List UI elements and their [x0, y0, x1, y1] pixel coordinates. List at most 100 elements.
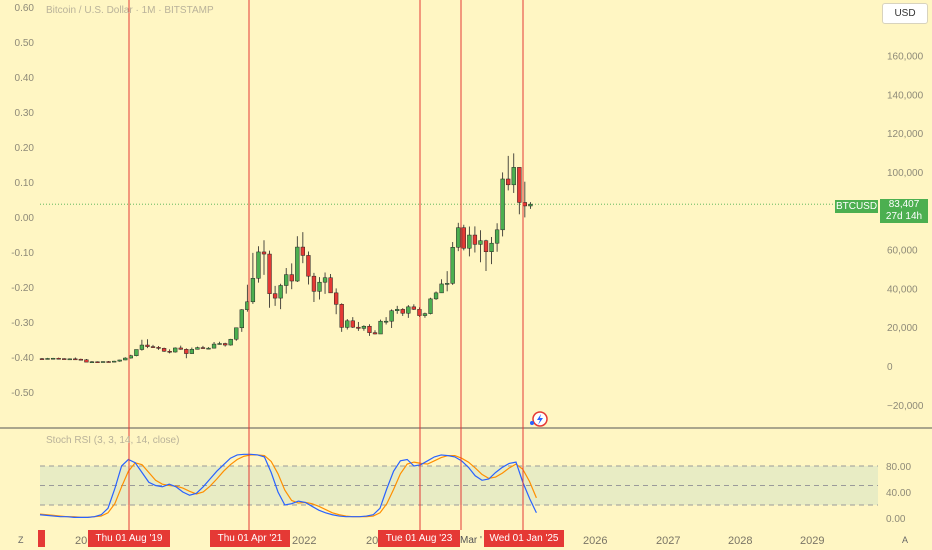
candle-body: [261, 251, 267, 255]
left-axis-label: 0.00: [15, 213, 35, 224]
candle-body: [67, 358, 72, 361]
right-axis-label: 100,000: [887, 168, 924, 179]
candle-body: [422, 313, 428, 316]
chart-title: Bitcoin / U.S. Dollar · 1M · BITSTAMP: [46, 5, 214, 16]
candle-body: [184, 349, 189, 354]
bar-countdown: 27d 14h: [885, 211, 923, 222]
candle-body: [206, 347, 211, 350]
right-axis-label: 0: [887, 362, 893, 373]
x-axis-year-label: 20: [75, 535, 87, 547]
candle-body: [511, 167, 516, 186]
date-tag-edge: [38, 530, 45, 547]
x-axis-partial-label: Mar ': [460, 535, 482, 546]
candle-body: [334, 292, 339, 305]
candle-body: [189, 349, 194, 354]
left-axis-label: 0.10: [15, 178, 35, 189]
candle-body: [100, 361, 106, 363]
candle-body: [350, 320, 355, 328]
date-tag-aug-2023: Tue 01 Aug '23: [378, 530, 460, 547]
candle-body: [306, 255, 311, 277]
left-axis-label: -0.50: [11, 388, 34, 399]
candle-body: [211, 343, 217, 349]
candle-body: [383, 320, 389, 323]
candle-body: [417, 309, 422, 316]
candle-body: [73, 358, 78, 361]
candle-body: [367, 325, 372, 333]
candle-body: [228, 338, 233, 346]
candle-body: [78, 358, 83, 361]
candle-body: [356, 326, 361, 329]
candle-body: [106, 361, 111, 363]
candle-body: [200, 347, 206, 349]
candle-body: [489, 242, 494, 252]
left-axis-label: 0.60: [15, 3, 35, 14]
left-axis-label: -0.40: [11, 353, 34, 364]
candle-body: [433, 292, 439, 300]
candle-body: [284, 274, 289, 286]
candle-body: [156, 347, 161, 349]
stoch-d-line: [39, 454, 537, 518]
candle-body: [339, 304, 344, 328]
candle-body: [439, 283, 444, 294]
candle-body: [295, 246, 300, 282]
candle-body: [400, 309, 405, 314]
candle-body: [506, 178, 511, 186]
candle-body: [395, 309, 400, 311]
candle-body: [445, 283, 450, 285]
price-tag: 83,407 27d 14h: [880, 199, 928, 223]
candle-body: [145, 344, 150, 347]
candle-body: [134, 349, 139, 356]
candle-body: [161, 348, 167, 352]
candle-body: [361, 325, 367, 329]
candle-body: [267, 253, 272, 294]
right-axis-label: −20,000: [887, 401, 924, 412]
date-tag-aug-2019: Thu 01 Aug '19: [88, 530, 170, 547]
candle-body: [139, 344, 145, 350]
timezone-button[interactable]: Z: [18, 535, 24, 545]
candle-body: [56, 357, 61, 360]
candle-body: [45, 358, 50, 360]
right-axis-label: 140,000: [887, 90, 924, 101]
date-tag-jan-2025: Wed 01 Jan '25: [484, 530, 564, 547]
candle-body: [345, 320, 350, 328]
candle-body: [289, 274, 294, 282]
candle-body: [300, 246, 306, 256]
x-axis-year-label: 2022: [292, 535, 316, 547]
x-axis-year-label: 2026: [583, 535, 607, 547]
x-axis-year-label: 2028: [728, 535, 752, 547]
auto-scale-button[interactable]: A: [902, 535, 909, 545]
candle-body: [500, 178, 505, 231]
candle-body: [150, 346, 156, 348]
rsi-level-label: 40.00: [886, 488, 911, 499]
left-axis-label: -0.30: [11, 318, 34, 329]
candle-body: [239, 309, 244, 329]
currency-button[interactable]: USD: [882, 3, 928, 24]
candle-body: [478, 240, 483, 245]
symbol-tag: BTCUSD: [835, 200, 878, 213]
left-axis-label: 0.20: [15, 143, 35, 154]
candle-body: [272, 293, 278, 299]
candle-body: [472, 234, 478, 245]
right-axis-label: 60,000: [887, 246, 918, 257]
left-axis-label: 0.50: [15, 38, 35, 49]
left-axis-label: 0.30: [15, 108, 35, 119]
stoch-rsi-title: Stoch RSI (3, 3, 14, 14, close): [46, 435, 180, 446]
candle-body: [112, 360, 117, 363]
candle-body: [378, 320, 383, 335]
candle-body: [317, 281, 322, 292]
lightning-icon[interactable]: [528, 410, 548, 430]
left-axis-label: -0.20: [11, 283, 34, 294]
date-tag-apr-2021: Thu 01 Apr '21: [210, 530, 290, 547]
candle-body: [95, 361, 100, 363]
candle-body: [483, 240, 489, 252]
candle-body: [411, 306, 417, 310]
candle-body: [123, 357, 128, 361]
candle-body: [311, 275, 317, 292]
left-axis-label: -0.10: [11, 248, 34, 259]
candle-body: [461, 227, 466, 249]
candle-body: [322, 277, 328, 283]
left-axis-label: 0.40: [15, 73, 35, 84]
candle-body: [89, 361, 95, 363]
